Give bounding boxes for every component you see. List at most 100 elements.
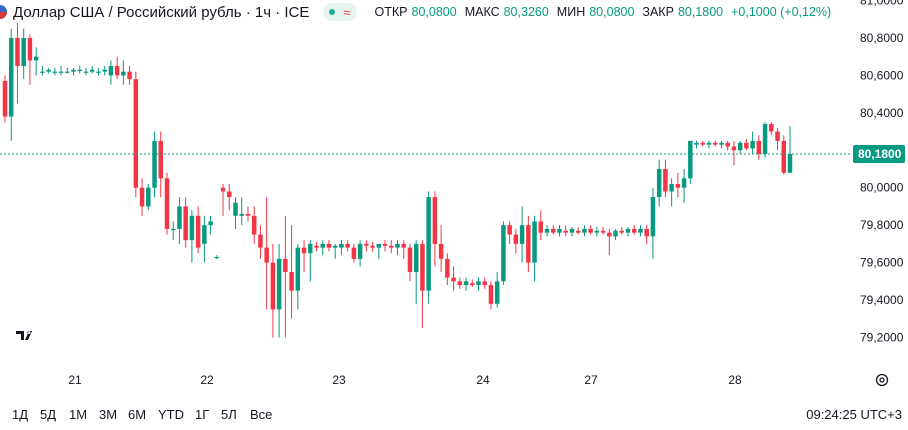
candle-body bbox=[563, 230, 568, 233]
candle-body bbox=[613, 230, 618, 237]
candle-body bbox=[769, 124, 774, 132]
candle-body bbox=[370, 245, 375, 248]
candle-body bbox=[432, 197, 438, 244]
range-3m[interactable]: 3М bbox=[99, 407, 118, 422]
candles bbox=[2, 22, 793, 338]
candle-body bbox=[289, 271, 294, 291]
candle-body bbox=[152, 140, 157, 188]
range-5y[interactable]: 5Л bbox=[221, 407, 237, 422]
candle-body bbox=[114, 66, 120, 76]
candle-body bbox=[656, 169, 662, 198]
candle-body bbox=[2, 81, 8, 117]
candle-body bbox=[538, 221, 544, 233]
candle-body bbox=[694, 142, 699, 145]
candle-body bbox=[202, 225, 207, 244]
candle-body bbox=[451, 277, 456, 282]
candle-body bbox=[264, 247, 269, 263]
range-6m[interactable]: 6М bbox=[128, 407, 147, 422]
candle-body bbox=[413, 243, 419, 272]
candle-body bbox=[158, 140, 163, 179]
open-value: 80,0800 bbox=[411, 5, 457, 19]
candle-body bbox=[251, 215, 257, 235]
candle-body bbox=[619, 230, 625, 233]
candle-body bbox=[781, 140, 787, 173]
candle-body bbox=[669, 183, 674, 192]
settings-gear-icon[interactable] bbox=[874, 372, 890, 388]
candle-body bbox=[270, 262, 276, 310]
candle-body bbox=[644, 228, 649, 237]
y-axis[interactable]: 81,000080,800080,600080,400080,200080,00… bbox=[860, 0, 904, 345]
candle-body bbox=[638, 228, 643, 233]
x-axis[interactable]: 21 22 23 24 27 28 bbox=[68, 373, 742, 387]
candle-body bbox=[787, 154, 793, 173]
candle-body bbox=[681, 178, 687, 188]
candle-body bbox=[33, 56, 39, 61]
x-tick-label: 22 bbox=[200, 373, 214, 387]
candle-body bbox=[170, 228, 176, 231]
y-tick-label: 80,0000 bbox=[860, 181, 904, 195]
symbol-title[interactable]: Доллар США / Российский рубль · 1ч · ICE bbox=[13, 3, 310, 21]
candle-body bbox=[725, 142, 730, 147]
clock[interactable]: 09:24:25 UTC+3 bbox=[806, 407, 902, 422]
candle-body bbox=[308, 243, 313, 254]
candle-body bbox=[438, 243, 444, 259]
candle-body bbox=[762, 124, 768, 155]
range-ytd[interactable]: YTD bbox=[158, 407, 184, 422]
candle-body bbox=[258, 234, 263, 248]
candle-body bbox=[569, 228, 575, 233]
range-1d[interactable]: 1Д bbox=[12, 407, 29, 422]
candle-body bbox=[750, 140, 755, 149]
candle-body bbox=[519, 225, 525, 244]
candle-body bbox=[395, 243, 400, 248]
candle-body bbox=[588, 228, 593, 233]
candle-body bbox=[488, 285, 494, 304]
candle-body bbox=[183, 206, 188, 241]
high-value: 80,3260 bbox=[503, 5, 549, 19]
range-5d[interactable]: 5Д bbox=[40, 407, 57, 422]
candle-body bbox=[46, 69, 51, 72]
candle-body bbox=[625, 228, 631, 233]
y-tick-label: 81,0000 bbox=[860, 0, 904, 8]
candle-body bbox=[426, 197, 431, 291]
open-label: ОТКР bbox=[374, 5, 408, 19]
candle-body bbox=[470, 283, 475, 286]
candle-body bbox=[121, 71, 126, 76]
candle-body bbox=[332, 245, 338, 248]
candle-body bbox=[52, 71, 58, 73]
candle-body bbox=[463, 281, 469, 286]
candle-body bbox=[27, 37, 33, 61]
candle-body bbox=[526, 225, 531, 263]
tradingview-logo[interactable] bbox=[12, 324, 40, 346]
candle-body bbox=[594, 230, 600, 233]
candle-body bbox=[420, 243, 425, 291]
current-price-label: 80,1800 bbox=[858, 147, 902, 161]
range-all[interactable]: Все bbox=[250, 407, 273, 422]
candle-body bbox=[326, 243, 332, 248]
x-tick-label: 27 bbox=[584, 373, 598, 387]
candle-body bbox=[494, 281, 500, 304]
candle-body bbox=[164, 178, 170, 229]
candle-body bbox=[675, 183, 681, 188]
market-status[interactable]: ≈ bbox=[323, 3, 357, 21]
price-chart[interactable]: 81,000080,800080,600080,400080,200080,00… bbox=[0, 0, 908, 400]
candle-body bbox=[382, 243, 388, 246]
y-tick-label: 80,4000 bbox=[860, 106, 904, 120]
close-label: ЗАКР bbox=[642, 5, 674, 19]
candle-body bbox=[389, 245, 394, 248]
y-tick-label: 80,8000 bbox=[860, 31, 904, 45]
candle-body bbox=[71, 69, 76, 72]
candle-body bbox=[108, 66, 114, 76]
candle-body bbox=[756, 140, 762, 155]
candle-body bbox=[482, 281, 487, 286]
change-value: +0,1000 (+0,12%) bbox=[731, 5, 832, 19]
candle-body bbox=[301, 247, 307, 254]
candle-body bbox=[195, 215, 201, 248]
candle-body bbox=[712, 142, 718, 145]
range-1y[interactable]: 1Г bbox=[195, 407, 210, 422]
candle-body bbox=[220, 187, 226, 192]
candle-body bbox=[320, 243, 325, 248]
candle-body bbox=[214, 256, 220, 259]
range-1m[interactable]: 1М bbox=[69, 407, 88, 422]
candle-body bbox=[650, 197, 656, 237]
